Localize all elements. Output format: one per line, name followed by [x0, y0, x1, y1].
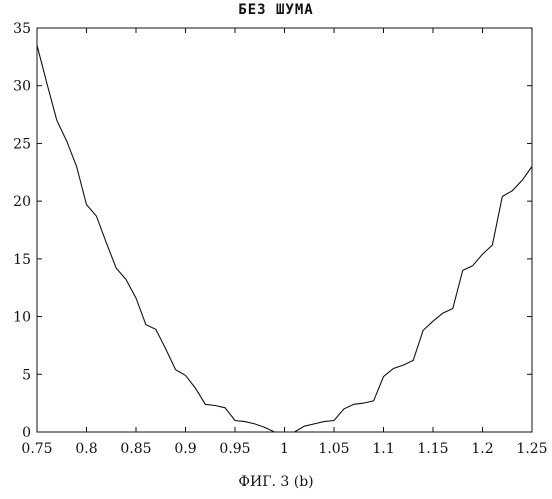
y-tick-label: 0 [22, 425, 31, 441]
x-tick-label: 0.95 [219, 441, 250, 457]
x-tick-label: 0.85 [120, 441, 151, 457]
y-tick-label: 5 [22, 367, 31, 383]
x-tick-label: 1.25 [516, 441, 547, 457]
y-tick-label: 30 [13, 79, 31, 95]
y-tick-label: 35 [13, 21, 31, 37]
y-tick-label: 15 [13, 252, 31, 268]
y-tick-label: 20 [13, 194, 31, 210]
plot-frame [37, 28, 532, 432]
y-tick-label: 25 [13, 136, 31, 152]
x-tick-label: 1.05 [318, 441, 349, 457]
x-tick-label: 0.8 [75, 441, 97, 457]
plot-svg: 0.75 0.8 0.85 0.9 0.95 1 1.05 1.1 1.15 1.2 1.25 0 5 1… [0, 0, 552, 470]
x-tick-label: 0.75 [21, 441, 52, 457]
x-tick-label: 1.1 [372, 441, 394, 457]
series-line [37, 45, 275, 432]
figure-caption: ФИГ. 3 (b) [0, 474, 552, 490]
x-tick-label: 0.9 [174, 441, 196, 457]
x-tick-label: 1.15 [417, 441, 448, 457]
x-tick-label: 1 [280, 441, 289, 457]
y-tick-label: 10 [13, 310, 31, 326]
x-tick-label: 1.2 [471, 441, 493, 457]
series-line [294, 167, 532, 433]
chart-title: БЕЗ ШУМА [0, 2, 552, 18]
